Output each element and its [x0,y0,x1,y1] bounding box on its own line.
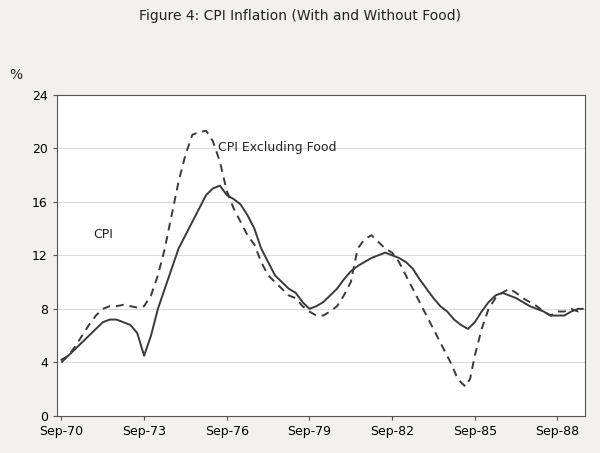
Text: CPI Excluding Food: CPI Excluding Food [218,141,336,154]
Text: Figure 4: CPI Inflation (With and Without Food): Figure 4: CPI Inflation (With and Withou… [139,9,461,23]
Text: %: % [10,68,22,82]
Text: CPI: CPI [94,228,113,241]
